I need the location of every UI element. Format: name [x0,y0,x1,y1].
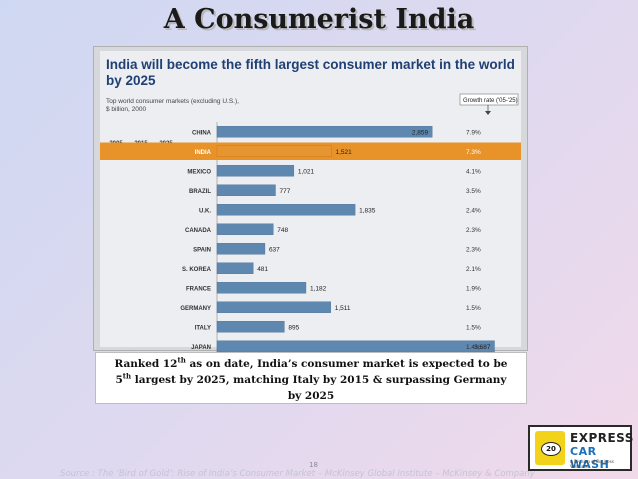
bar [216,165,295,177]
bar [216,223,274,235]
value-label: 2,859 [412,129,429,136]
value-label: 1,021 [298,168,315,175]
bar [216,282,307,294]
growth-header-box [459,93,519,106]
value-label: 748 [277,227,288,234]
caption-text: as on date, India’s consumer market is e… [185,358,508,370]
logo-word-express: EXPRESS [570,431,634,445]
growth-rate-label: 3.5% [466,188,481,195]
category-label: FRANCE [186,286,211,292]
value-label: 637 [269,246,280,253]
category-label: U.K. [199,208,211,214]
growth-rate-label: 7.9% [466,129,481,136]
caption-line-1: Ranked 12th as on date, India’s consumer… [96,356,526,372]
growth-arrowhead-icon [485,111,491,115]
category-label: BRAZIL [189,189,211,195]
bar [216,145,332,157]
value-label: 1,521 [335,149,352,156]
category-label: ITALY [195,325,211,331]
caption-line-2: 5th largest by 2025, matching Italy by 2… [96,372,526,388]
chart-subtitle-line2: $ billion, 2000 [106,106,146,113]
category-label: JAPAN [191,345,211,351]
growth-rate-label: 4.1% [466,168,481,175]
chart-title-line2: by 2025 [106,73,156,88]
bar [216,184,276,196]
caption-text: largest by 2025, matching Italy by 2015 … [131,374,507,386]
growth-rate-label: 1.4% [466,344,481,351]
bar [216,204,356,216]
bar [216,301,331,313]
category-label: SPAIN [193,247,211,253]
category-label: CANADA [185,228,212,234]
category-label: MEXICO [187,169,211,175]
logo-badge-icon: 20 [535,431,565,465]
chart-subtitle-line1: Top world consumer markets (excluding U.… [106,98,239,105]
bar [216,262,254,274]
caption-superscript: th [177,355,186,365]
caption-superscript: th [122,371,132,381]
chart-panel: India will become the fifth largest cons… [93,46,528,352]
growth-header: Growth rate ('05-'25) [463,98,518,104]
category-label: CHINA [192,130,212,136]
growth-rate-label: 1.9% [466,285,481,292]
category-label: GERMANY [180,306,211,312]
value-label: 3,687 [474,344,491,351]
growth-rate-label: 1.5% [466,305,481,312]
chart-background [100,51,521,347]
express-car-wash-logo: 20 EXPRESS CAR WASH A Division of Busine… [528,425,634,471]
growth-rate-label: 2.4% [466,207,481,214]
growth-rate-label: 2.3% [466,246,481,253]
value-label: 1,511 [335,305,351,312]
value-label: 895 [288,324,299,331]
bar-chart: India will become the fifth largest cons… [100,51,521,352]
growth-rate-label: 2.3% [466,227,481,234]
logo-badge-number: 20 [541,442,561,456]
chart-rows: CHINA 2,859 7.9% INDIA 1,521 7.3% MEXICO 1,021 4… [100,122,521,352]
logo-tagline: A Division of Business Ventures [570,459,614,469]
caption-line-3: by 2025 [287,390,335,402]
growth-rate-label: 7.3% [466,149,481,156]
caption-box: Ranked 12th as on date, India’s consumer… [95,352,527,404]
slide-title: A Consumerist India [163,4,475,35]
caption-text: 5 [115,374,123,386]
value-label: 1,835 [359,207,376,214]
category-label: S. KOREA [182,267,212,273]
chart-title-line1: India will become the fifth largest cons… [106,57,515,72]
source-citation: Source : The ‘Bird of Gold’: Rise of Ind… [60,469,535,479]
page-number: 18 [309,461,318,469]
bar [216,126,433,138]
value-label: 1,182 [310,285,327,292]
bar [216,321,285,333]
growth-rate-label: 2.1% [466,266,481,273]
bar [216,340,495,352]
caption-text: Ranked 12 [114,358,178,370]
category-label: INDIA [195,150,212,156]
growth-rate-label: 1.5% [466,324,481,331]
value-label: 777 [279,188,290,195]
value-label: 481 [257,266,268,273]
bar [216,243,266,255]
logo-word-carwash: CAR WASH [570,445,610,471]
